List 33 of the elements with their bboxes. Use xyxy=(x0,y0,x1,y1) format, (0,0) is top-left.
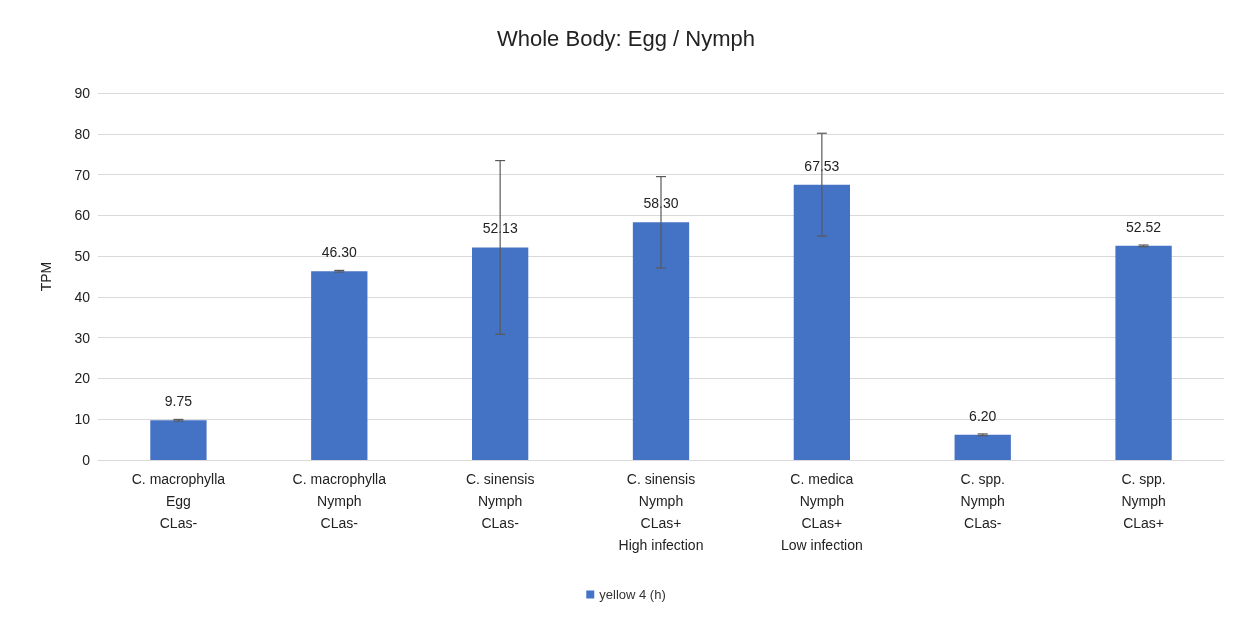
y-tick-label: 90 xyxy=(74,85,91,101)
data-label: 46.30 xyxy=(321,244,358,261)
y-tick-label: 60 xyxy=(74,207,91,224)
legend-label: yellow 4 (h) xyxy=(599,587,666,602)
x-tick-label: C. macrophylla Nymph CLas- xyxy=(292,471,387,531)
y-tick-label: 40 xyxy=(74,288,91,305)
x-tick-label: C. sinensis Nymph CLas+ High infection xyxy=(618,471,704,553)
y-tick-label: 70 xyxy=(74,166,91,183)
bar xyxy=(311,271,368,460)
bar xyxy=(471,247,529,460)
data-label: 52.52 xyxy=(1126,218,1162,235)
data-label: 6.20 xyxy=(969,407,997,424)
x-tick-label: C. spp. Nymph CLas+ xyxy=(1121,471,1166,531)
bar xyxy=(954,434,1011,460)
x-tick-label: C. spp. Nymph CLas- xyxy=(960,471,1005,531)
y-tick-label: 10 xyxy=(74,411,91,428)
x-tick-label: C. sinensis Nymph CLas- xyxy=(465,471,535,531)
y-tick-label: 20 xyxy=(74,370,91,387)
data-label: 9.75 xyxy=(164,393,193,410)
y-tick-label: 0 xyxy=(82,452,91,468)
data-label: 58.30 xyxy=(643,195,679,212)
x-tick-label: C. medica Nymph CLas+ Low infection xyxy=(781,471,863,553)
y-tick-label: 30 xyxy=(74,329,91,346)
bar xyxy=(150,420,207,460)
bar xyxy=(793,184,851,460)
x-tick-label: C. macrophylla Egg CLas- xyxy=(131,471,226,531)
data-label: 52.13 xyxy=(482,220,518,237)
y-tick-label: 50 xyxy=(74,248,91,265)
y-axis-title: TPM xyxy=(38,261,54,292)
bar xyxy=(632,222,690,460)
chart-title: Whole Body: Egg / Nymph xyxy=(496,25,756,51)
bar xyxy=(1115,245,1172,460)
y-tick-label: 80 xyxy=(74,125,91,142)
